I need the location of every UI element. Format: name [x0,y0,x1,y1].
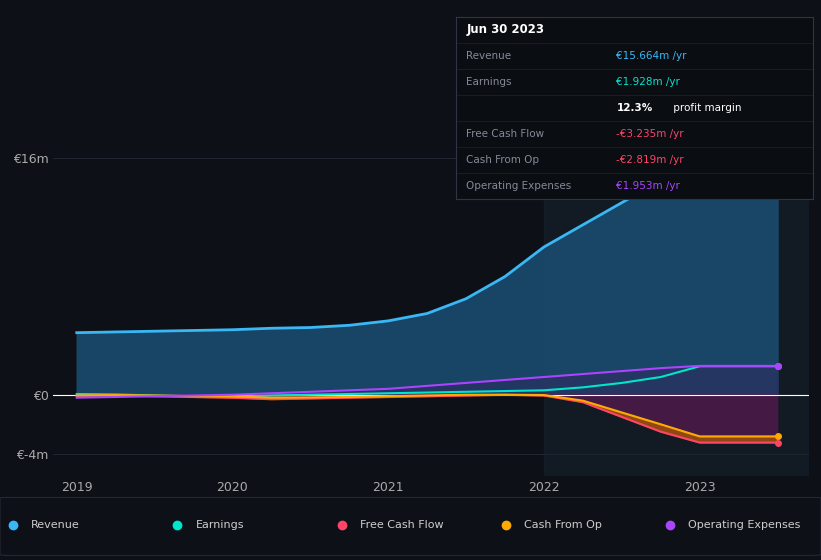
Text: €15.664m /yr: €15.664m /yr [617,51,687,61]
Text: Operating Expenses: Operating Expenses [688,520,800,530]
Text: Jun 30 2023: Jun 30 2023 [466,24,544,36]
Text: €1.953m /yr: €1.953m /yr [617,181,681,191]
Text: Revenue: Revenue [31,520,80,530]
Text: Cash From Op: Cash From Op [466,155,539,165]
Text: Earnings: Earnings [466,77,511,87]
Text: Free Cash Flow: Free Cash Flow [466,129,544,139]
Text: Free Cash Flow: Free Cash Flow [360,520,443,530]
Text: Earnings: Earnings [195,520,244,530]
Text: 12.3%: 12.3% [617,103,653,113]
Text: €1.928m /yr: €1.928m /yr [617,77,681,87]
Text: profit margin: profit margin [670,103,741,113]
Text: -€2.819m /yr: -€2.819m /yr [617,155,684,165]
Text: Cash From Op: Cash From Op [524,520,602,530]
Bar [544,129,809,476]
Text: -€3.235m /yr: -€3.235m /yr [617,129,684,139]
Text: Revenue: Revenue [466,51,511,61]
Text: Operating Expenses: Operating Expenses [466,181,571,191]
